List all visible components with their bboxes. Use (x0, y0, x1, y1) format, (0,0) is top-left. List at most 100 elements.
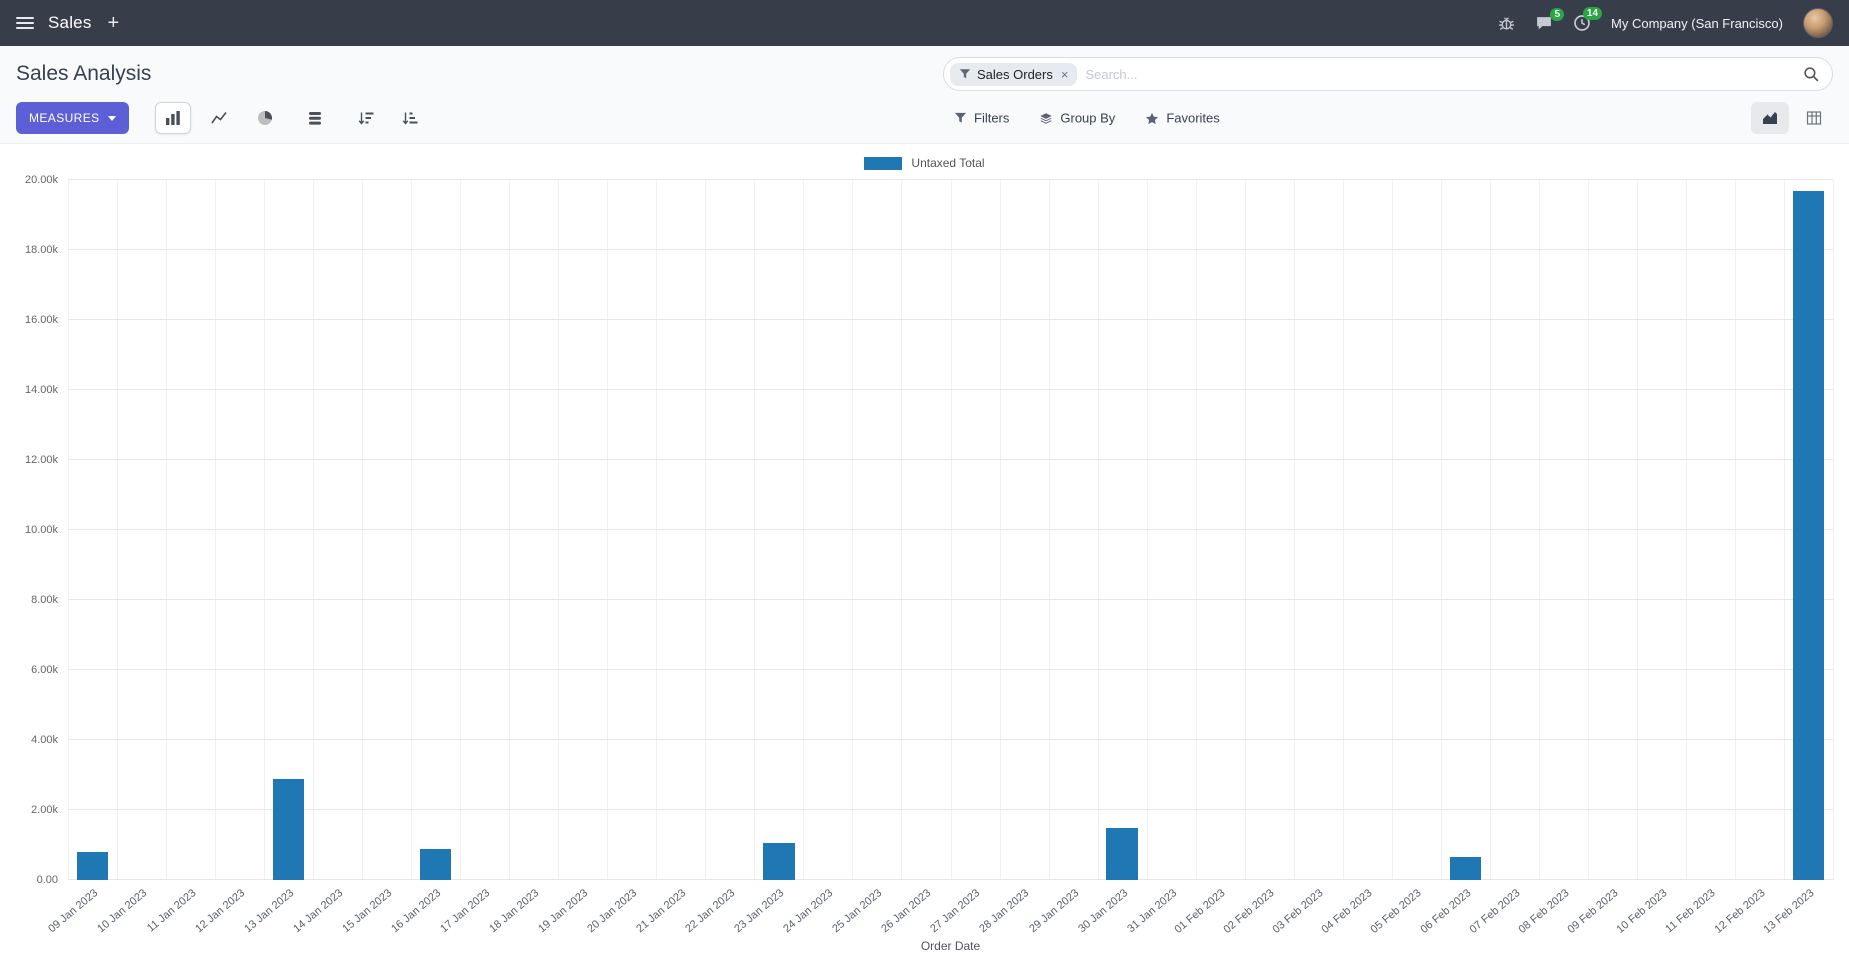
vertical-gridline (803, 180, 805, 880)
chart-area: Untaxed Total 0.00 2.00k 4.00k 6.00k 8.00k 10… (0, 144, 1849, 958)
x-axis-label: 19 Jan 2023 (536, 887, 591, 936)
x-axis-label: 11 Feb 2023 (1663, 887, 1719, 936)
horizontal-gridline (68, 809, 1833, 810)
horizontal-gridline (68, 179, 1833, 180)
app-name[interactable]: Sales (48, 13, 92, 32)
search-icon[interactable] (1803, 66, 1820, 83)
vertical-gridline (1489, 180, 1491, 880)
x-axis-label: 31 Jan 2023 (1124, 887, 1179, 936)
pivot-view-button[interactable] (1795, 102, 1833, 134)
caret-down-icon (107, 115, 116, 121)
search-input[interactable] (1085, 66, 1795, 82)
filters-button[interactable]: Filters (944, 105, 1019, 132)
apps-menu-icon[interactable] (16, 17, 34, 29)
legend-swatch (864, 156, 903, 170)
user-avatar[interactable] (1803, 8, 1833, 38)
vertical-gridline (411, 180, 413, 880)
bar-chart-button[interactable] (154, 102, 191, 134)
clock-icon (1574, 15, 1590, 31)
sort-descending-button[interactable] (349, 102, 385, 134)
chart-type-group (154, 102, 283, 134)
stacked-toggle-button[interactable] (297, 102, 333, 134)
line-chart-button[interactable] (201, 102, 237, 134)
star-icon (1145, 111, 1159, 125)
x-axis-label: 12 Jan 2023 (193, 887, 248, 936)
x-axis-label: 15 Jan 2023 (340, 887, 395, 936)
bar[interactable] (1792, 190, 1825, 880)
bar[interactable] (420, 848, 452, 880)
search-facet-label: Sales Orders (977, 66, 1053, 82)
vertical-gridline (509, 180, 511, 880)
x-axis-label: 03 Feb 2023 (1270, 887, 1326, 936)
vertical-gridline (1833, 180, 1834, 880)
group-by-button[interactable]: Group By (1029, 105, 1125, 132)
vertical-gridline (705, 180, 707, 880)
vertical-gridline (68, 180, 69, 880)
filter-icon (954, 112, 967, 125)
search-bar[interactable]: Sales Orders × (943, 57, 1833, 91)
x-axis-label: 22 Jan 2023 (683, 887, 738, 936)
graph-view-button[interactable] (1751, 102, 1789, 134)
x-axis-label: 27 Jan 2023 (928, 887, 983, 936)
sort-descending-icon (358, 112, 374, 125)
new-tab-button[interactable]: + (107, 11, 120, 34)
x-axis-label: 06 Feb 2023 (1417, 887, 1474, 936)
x-axis-label: 23 Jan 2023 (732, 887, 787, 936)
vertical-gridline (901, 180, 903, 880)
x-axis-label: 17 Jan 2023 (438, 887, 493, 936)
x-axis-label: 21 Jan 2023 (634, 887, 689, 936)
sort-ascending-icon (402, 112, 418, 125)
favorites-label: Favorites (1166, 110, 1220, 126)
search-facet[interactable]: Sales Orders × (950, 62, 1078, 86)
y-axis-tick-label: 6.00k (31, 664, 58, 676)
bar[interactable] (763, 843, 795, 880)
filters-label: Filters (974, 110, 1010, 126)
bar[interactable] (272, 778, 305, 880)
vertical-gridline (1391, 180, 1393, 880)
control-panel: Sales Analysis Sales Orders × MEASURES (0, 46, 1849, 144)
sort-group (349, 102, 429, 134)
favorites-button[interactable]: Favorites (1135, 105, 1229, 132)
y-axis-tick-label: 20.00k (24, 174, 58, 186)
x-axis-label: 16 Jan 2023 (389, 887, 444, 936)
y-axis-tick-label: 4.00k (31, 734, 58, 746)
bar[interactable] (76, 852, 109, 880)
horizontal-gridline (68, 529, 1833, 530)
plot-wrap: 0.00 2.00k 4.00k 6.00k 8.00k 10.00k 12.00k 14.0… (25, 174, 1834, 936)
vertical-gridline (117, 180, 119, 880)
bar[interactable] (1449, 857, 1481, 880)
y-axis-tick-label: 0.00 (36, 874, 58, 886)
messages-button[interactable]: 5 (1535, 7, 1565, 32)
x-axis-label: 18 Jan 2023 (487, 887, 542, 936)
horizontal-gridline (68, 599, 1833, 600)
horizontal-gridline (68, 319, 1833, 320)
bar[interactable] (1106, 827, 1138, 880)
vertical-gridline (1146, 180, 1148, 880)
page-title: Sales Analysis (16, 62, 152, 85)
vertical-gridline (1293, 180, 1295, 880)
debug-bug-icon[interactable] (1498, 15, 1515, 32)
vertical-gridline (1244, 180, 1246, 880)
area-chart-icon (1763, 112, 1777, 124)
search-options: Filters Group By Favorites (944, 105, 1230, 132)
bar-chart-icon (165, 111, 180, 125)
vertical-gridline (1587, 180, 1589, 880)
pie-chart-button[interactable] (247, 102, 283, 134)
vertical-gridline (1048, 180, 1050, 880)
stacked-icon (308, 112, 321, 125)
x-axis-label: 11 Jan 2023 (144, 887, 199, 935)
x-axis-label: 13 Jan 2023 (242, 887, 297, 936)
group-by-label: Group By (1060, 110, 1116, 126)
activities-button[interactable]: 14 (1573, 7, 1603, 32)
vertical-gridline (1685, 180, 1687, 880)
facet-remove-icon[interactable]: × (1060, 66, 1069, 82)
x-axis-label: 05 Feb 2023 (1368, 887, 1424, 936)
company-name[interactable]: My Company (San Francisco) (1611, 15, 1783, 31)
layers-icon (1039, 111, 1053, 125)
vertical-gridline (313, 180, 315, 880)
vertical-gridline (1783, 180, 1785, 880)
sort-ascending-button[interactable] (393, 102, 429, 134)
measures-button[interactable]: MEASURES (16, 102, 129, 134)
y-axis-tick-label: 16.00k (24, 314, 58, 326)
vertical-gridline (215, 180, 217, 880)
